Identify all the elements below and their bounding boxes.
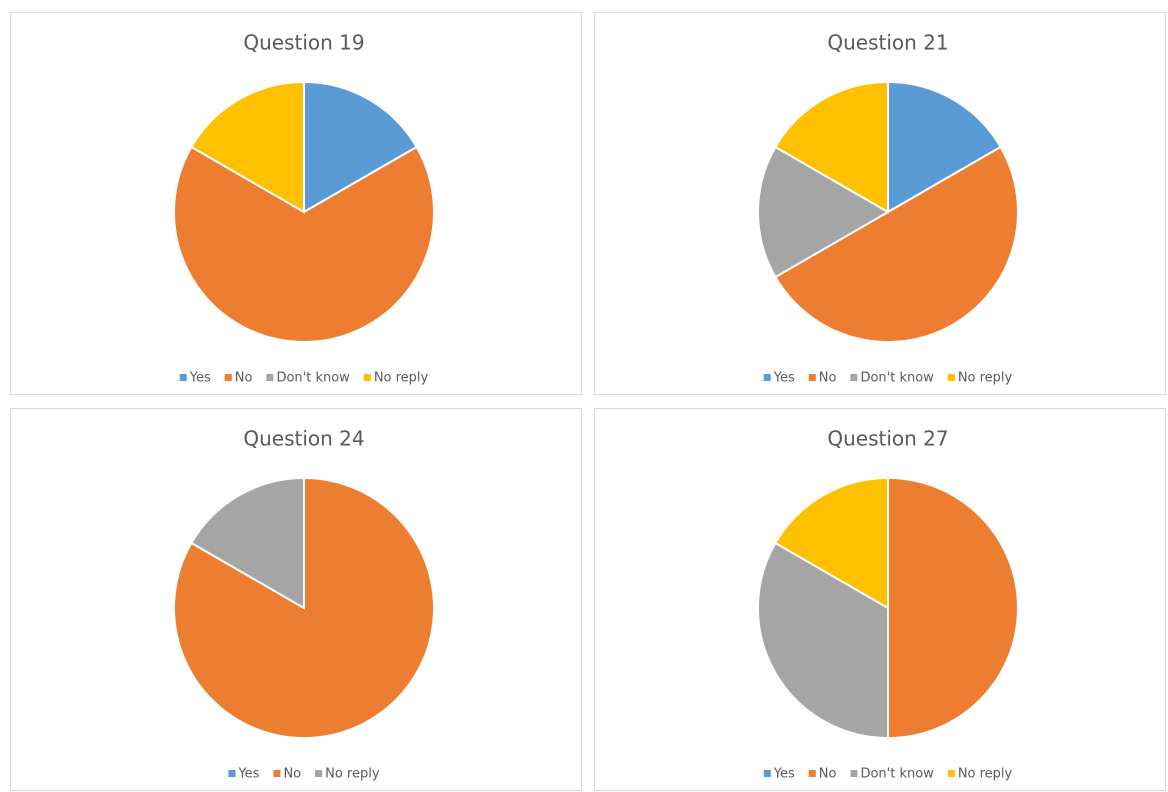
legend: Yes No Don't know No reply bbox=[763, 371, 1013, 386]
legend-label: No bbox=[819, 767, 837, 782]
legend-label: Don't know bbox=[276, 371, 350, 386]
legend-swatch bbox=[363, 374, 371, 381]
legend-swatch bbox=[850, 374, 858, 381]
legend-label: No reply bbox=[958, 767, 1013, 782]
pie-slice bbox=[190, 80, 305, 214]
legend-swatch bbox=[224, 374, 232, 381]
legend-swatch bbox=[228, 770, 236, 777]
pie-slice bbox=[887, 80, 1002, 214]
chart-title: Question 19 bbox=[243, 31, 364, 55]
legend-label: No reply bbox=[374, 371, 429, 386]
pie-slice bbox=[303, 80, 418, 214]
legend-label: Yes bbox=[189, 371, 211, 386]
legend: Yes No Don't know No reply bbox=[763, 767, 1013, 782]
chart-title: Question 27 bbox=[827, 427, 948, 451]
legend-label: No reply bbox=[958, 371, 1013, 386]
legend-swatch bbox=[315, 770, 323, 777]
pie-slice bbox=[190, 476, 305, 610]
legend-label: No reply bbox=[325, 767, 380, 782]
legend-swatch bbox=[266, 374, 274, 381]
legend-label: No bbox=[283, 767, 301, 782]
legend-swatch bbox=[947, 374, 955, 381]
chart-title: Question 24 bbox=[243, 427, 364, 451]
legend-label: No bbox=[235, 371, 253, 386]
legend-label: No bbox=[819, 371, 837, 386]
pie-slice bbox=[173, 145, 435, 343]
legend-swatch bbox=[273, 770, 281, 777]
legend-swatch bbox=[947, 770, 955, 777]
legend-label: Don't know bbox=[860, 767, 934, 782]
legend-label: Yes bbox=[237, 767, 259, 782]
legend-swatch bbox=[808, 770, 816, 777]
pie-slice bbox=[774, 476, 889, 610]
pie-slice bbox=[757, 541, 889, 740]
legend-swatch bbox=[808, 374, 816, 381]
legend-swatch bbox=[179, 374, 187, 381]
pie-slice bbox=[774, 145, 1019, 343]
legend-label: Don't know bbox=[860, 371, 934, 386]
pie-slice bbox=[757, 145, 890, 279]
legend-label: Yes bbox=[773, 371, 795, 386]
legend-swatch bbox=[763, 374, 771, 381]
chart-title: Question 21 bbox=[827, 31, 948, 55]
legend-label: Yes bbox=[773, 767, 795, 782]
legend: Yes No Don't know No reply bbox=[179, 371, 429, 386]
legend-swatch bbox=[763, 770, 771, 777]
pie-slice bbox=[774, 80, 889, 214]
legend: Yes No No reply bbox=[228, 767, 380, 782]
pie-slice bbox=[887, 476, 1019, 740]
legend-swatch bbox=[850, 770, 858, 777]
